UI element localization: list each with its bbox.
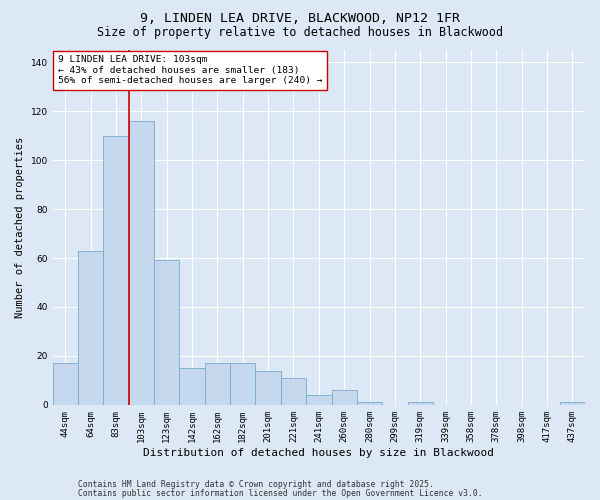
Bar <box>230 363 256 405</box>
Bar <box>256 370 281 405</box>
Bar <box>103 136 129 405</box>
Bar <box>407 402 433 405</box>
Bar <box>179 368 205 405</box>
Bar <box>332 390 357 405</box>
Y-axis label: Number of detached properties: Number of detached properties <box>15 137 25 318</box>
Text: Contains public sector information licensed under the Open Government Licence v3: Contains public sector information licen… <box>78 489 482 498</box>
Bar <box>154 260 179 405</box>
Bar <box>205 363 230 405</box>
Bar <box>560 402 585 405</box>
Bar <box>78 250 103 405</box>
Bar <box>357 402 382 405</box>
Text: Size of property relative to detached houses in Blackwood: Size of property relative to detached ho… <box>97 26 503 39</box>
Bar <box>53 363 78 405</box>
Bar <box>306 395 332 405</box>
X-axis label: Distribution of detached houses by size in Blackwood: Distribution of detached houses by size … <box>143 448 494 458</box>
Bar <box>281 378 306 405</box>
Bar <box>129 121 154 405</box>
Text: Contains HM Land Registry data © Crown copyright and database right 2025.: Contains HM Land Registry data © Crown c… <box>78 480 434 489</box>
Text: 9 LINDEN LEA DRIVE: 103sqm
← 43% of detached houses are smaller (183)
56% of sem: 9 LINDEN LEA DRIVE: 103sqm ← 43% of deta… <box>58 56 322 85</box>
Text: 9, LINDEN LEA DRIVE, BLACKWOOD, NP12 1FR: 9, LINDEN LEA DRIVE, BLACKWOOD, NP12 1FR <box>140 12 460 26</box>
